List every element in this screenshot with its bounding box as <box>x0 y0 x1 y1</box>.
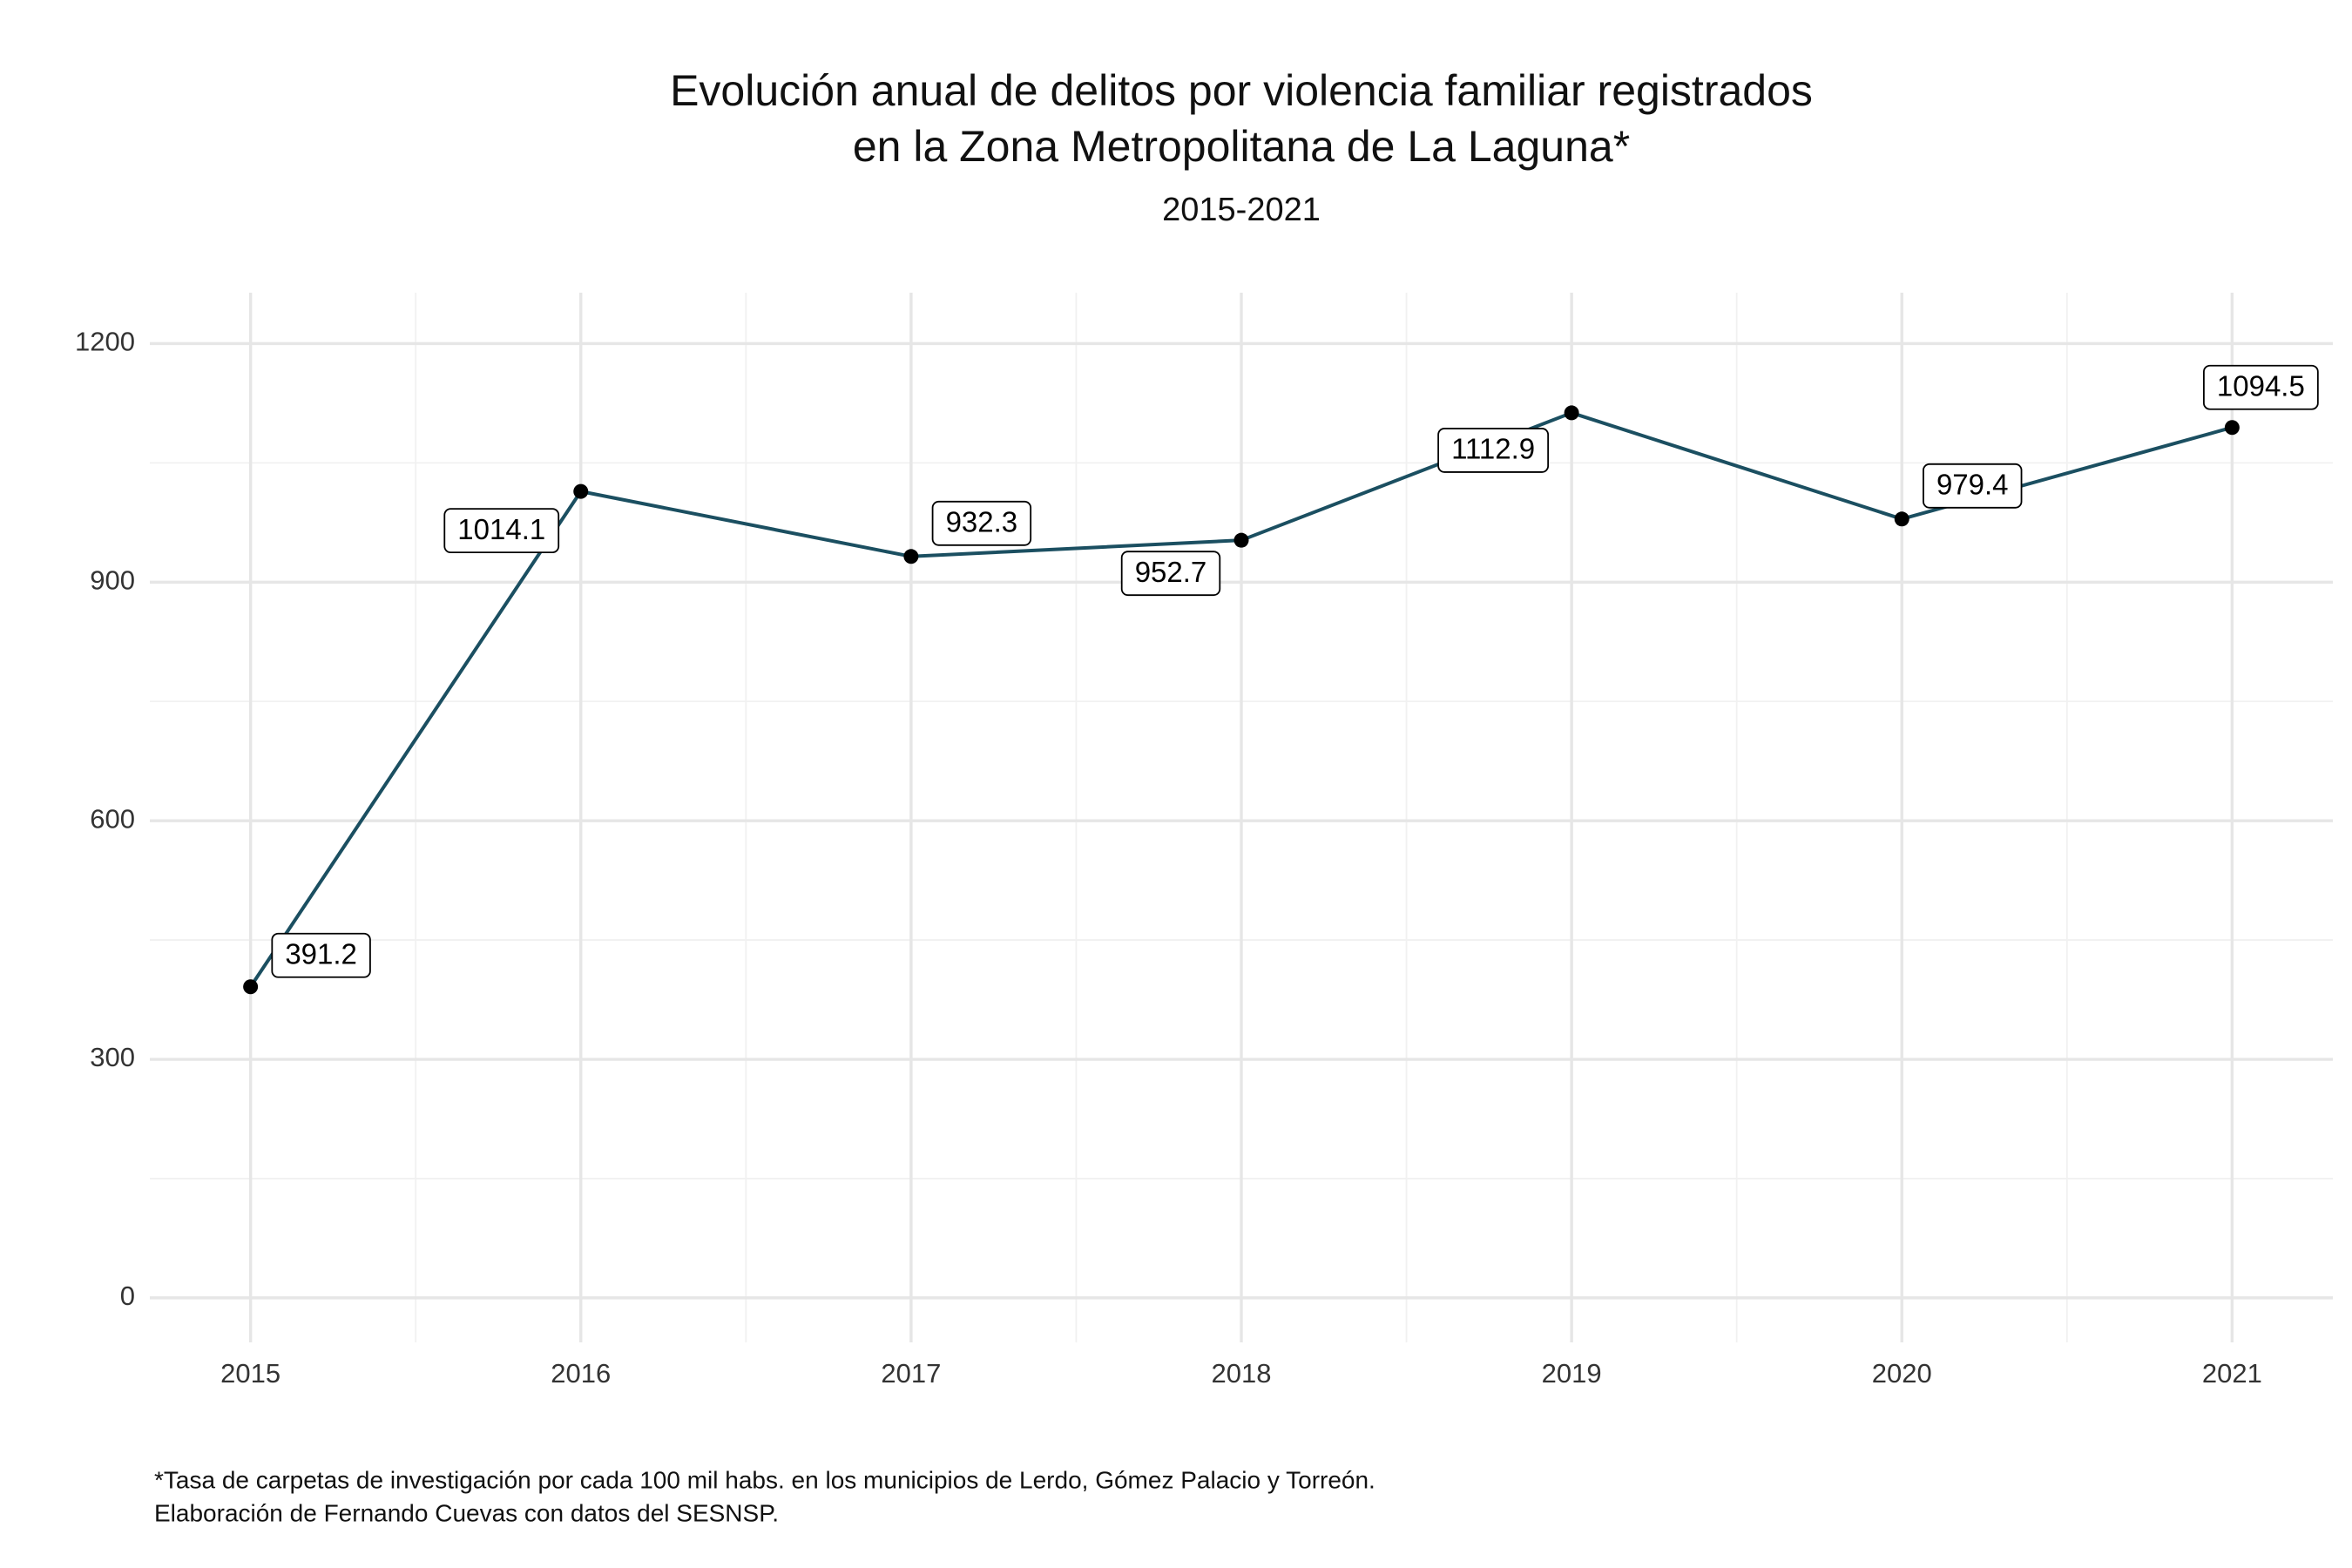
chart-subtitle: 2015-2021 <box>1162 192 1321 228</box>
data-label: 952.7 <box>1120 551 1221 597</box>
data-point <box>903 549 919 564</box>
data-point <box>1894 511 1909 527</box>
y-tick-label: 900 <box>90 564 135 595</box>
x-tick-label: 2017 <box>881 1358 941 1389</box>
data-label-box <box>2202 364 2319 410</box>
x-tick-label: 2015 <box>220 1358 280 1389</box>
data-label-box <box>1923 463 2023 509</box>
chart-title-line-2: en la Zona Metropolitana de La Laguna* <box>853 122 1630 171</box>
data-label: 1112.9 <box>1437 428 1550 473</box>
data-point <box>573 483 589 499</box>
caption-line-2: Elaboración de Fernando Cuevas con datos… <box>154 1499 779 1526</box>
data-label-text: 952.7 <box>1135 556 1207 588</box>
data-label: 1014.1 <box>443 508 560 554</box>
data-label-box <box>1120 551 1221 597</box>
x-tick-label: 2016 <box>551 1358 611 1389</box>
data-labels: 391.2 1014.1 932.3 952.7 1112.9 979.4 1094.5 <box>271 364 2319 978</box>
data-label: 391.2 <box>271 932 371 978</box>
data-label-text: 1094.5 <box>2217 369 2305 402</box>
y-axis-tick-labels: 0 300 600 900 1200 <box>75 327 135 1311</box>
data-point <box>2224 420 2240 436</box>
data-label-box <box>271 932 371 978</box>
grid <box>150 293 2333 1342</box>
data-point <box>243 979 259 995</box>
data-point <box>1233 532 1249 548</box>
series-points <box>243 405 2240 995</box>
data-label-text: 391.2 <box>285 937 357 970</box>
data-point <box>1564 405 1579 421</box>
y-tick-label: 600 <box>90 803 135 834</box>
x-tick-label: 2021 <box>2202 1358 2262 1389</box>
x-tick-label: 2018 <box>1212 1358 1272 1389</box>
y-tick-label: 300 <box>90 1042 135 1072</box>
data-label: 1094.5 <box>2202 364 2319 410</box>
y-tick-label: 1200 <box>75 327 135 357</box>
data-label-box <box>1437 428 1550 473</box>
y-tick-label: 0 <box>120 1281 135 1311</box>
data-label: 932.3 <box>931 500 1032 546</box>
data-label-text: 1112.9 <box>1451 433 1535 465</box>
data-label-text: 979.4 <box>1936 469 2009 501</box>
data-label-box <box>931 500 1032 546</box>
chart-title-line-1: Evolución anual de delitos por violencia… <box>670 66 1813 115</box>
data-label-box <box>443 508 560 554</box>
data-label-text: 932.3 <box>946 506 1018 538</box>
data-label: 979.4 <box>1923 463 2023 509</box>
x-tick-label: 2019 <box>1542 1358 1602 1389</box>
x-tick-label: 2020 <box>1872 1358 1932 1389</box>
x-axis-tick-labels: 2015 2016 2017 2018 2019 2020 2021 <box>220 1358 2262 1389</box>
data-label-text: 1014.1 <box>457 513 545 545</box>
caption-line-1: *Tasa de carpetas de investigación por c… <box>154 1466 1375 1493</box>
